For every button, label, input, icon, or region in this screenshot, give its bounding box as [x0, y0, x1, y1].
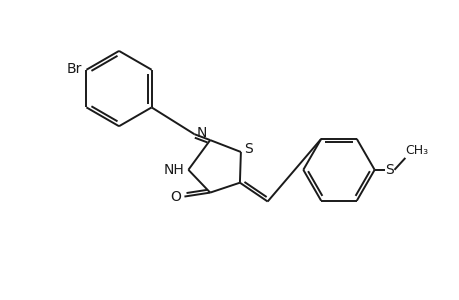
Text: Br: Br [67, 62, 82, 76]
Text: N: N [196, 126, 206, 140]
Text: CH₃: CH₃ [404, 144, 427, 157]
Text: S: S [243, 142, 252, 156]
Text: O: O [170, 190, 181, 204]
Text: NH: NH [163, 163, 184, 177]
Text: S: S [385, 163, 393, 177]
